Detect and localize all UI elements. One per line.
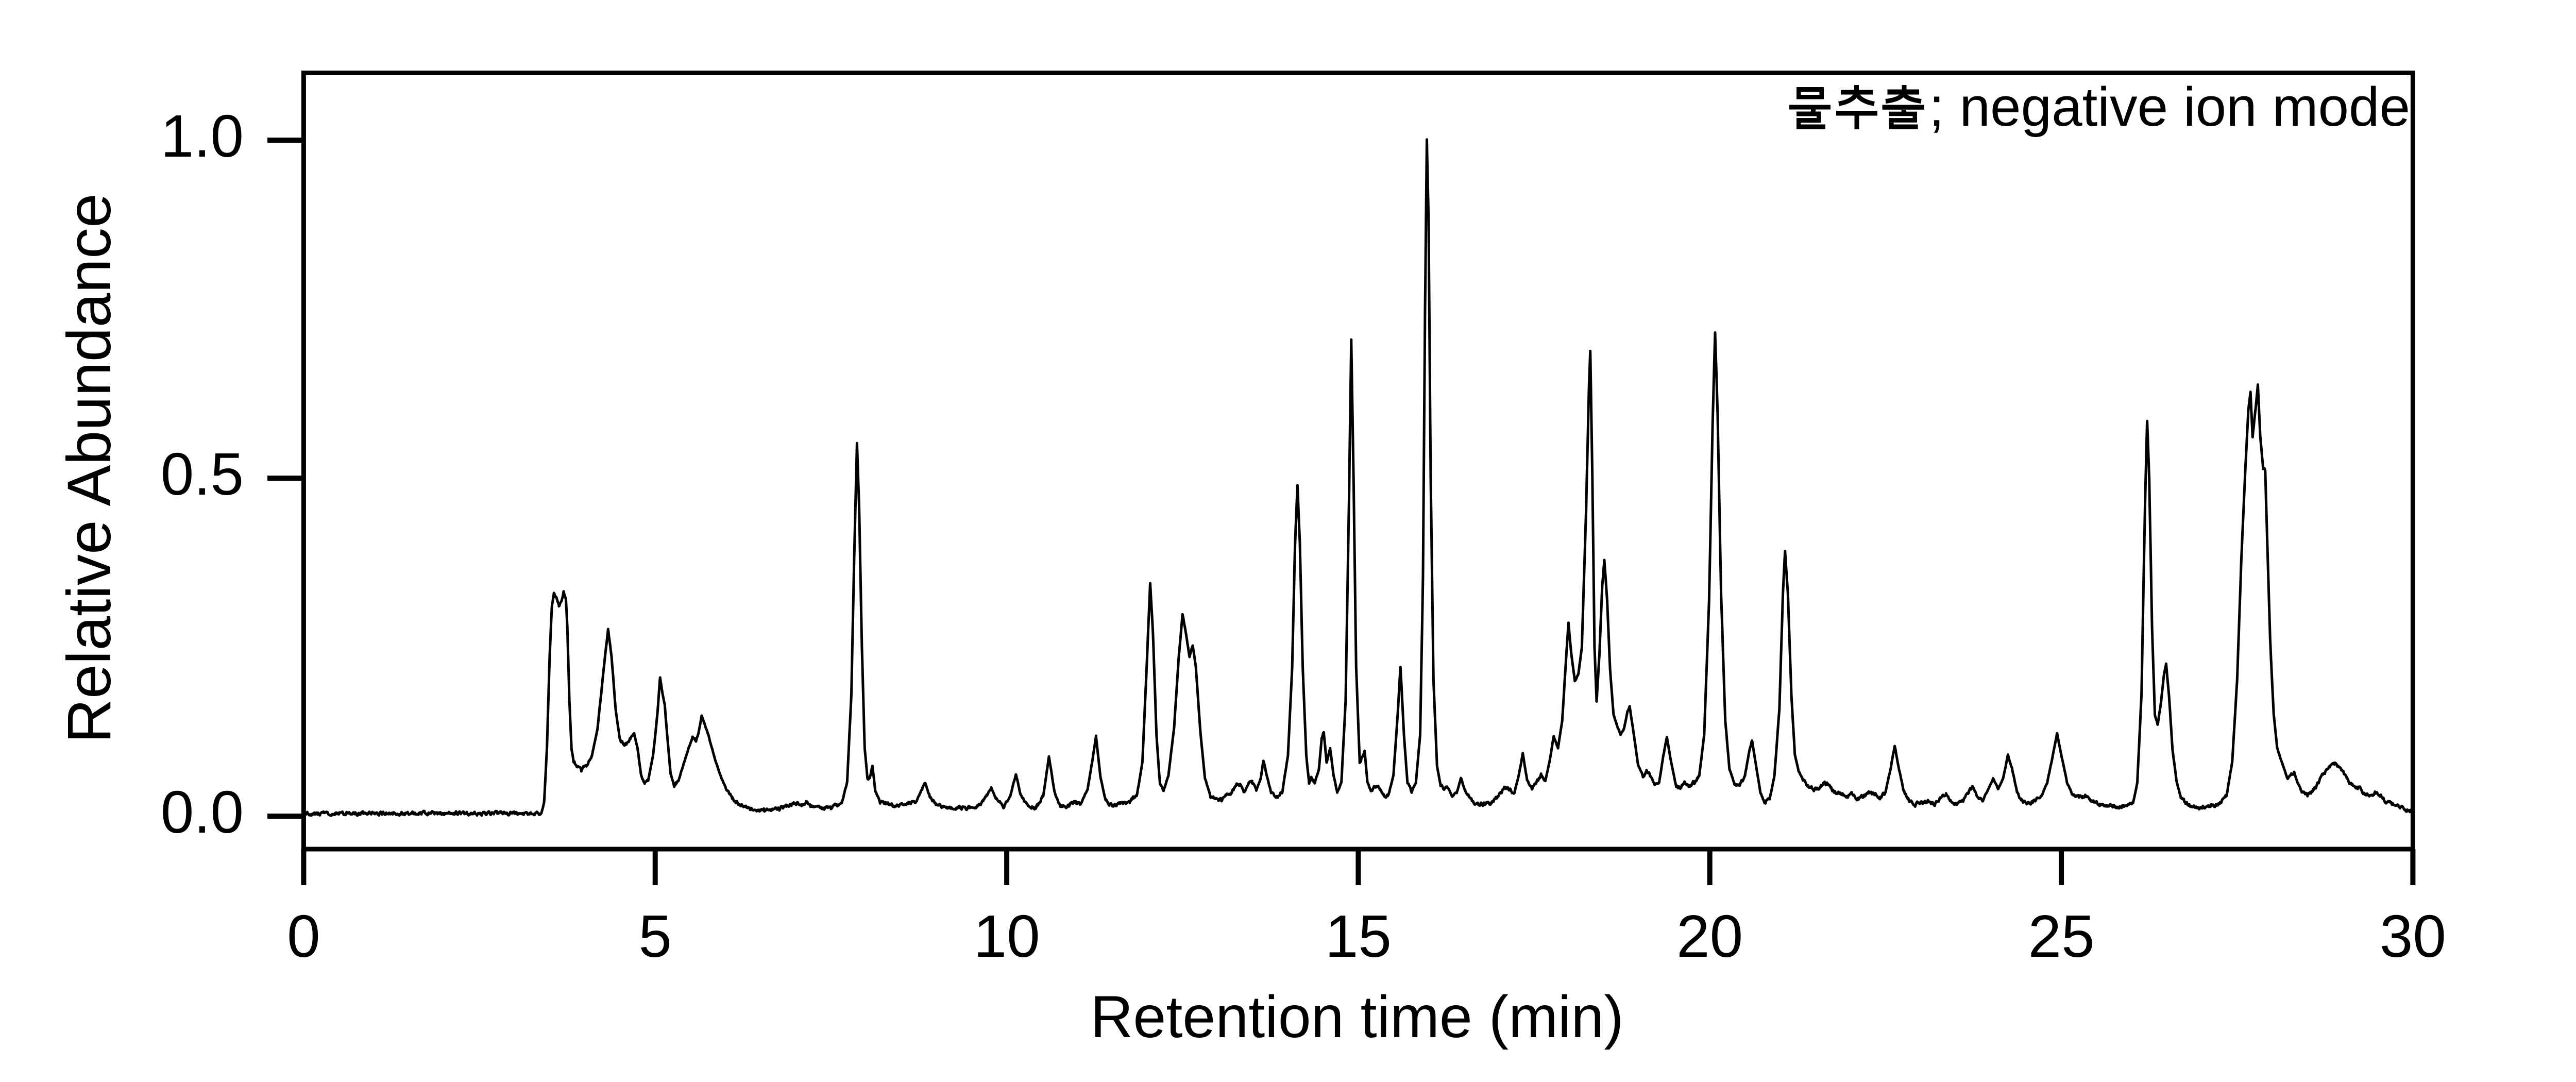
svg-text:1.0: 1.0 bbox=[161, 103, 244, 170]
svg-text:; negative ion mode: ; negative ion mode bbox=[1929, 76, 2410, 138]
svg-text:15: 15 bbox=[1325, 903, 1392, 970]
svg-text:Retention time (min): Retention time (min) bbox=[1090, 984, 1623, 1050]
svg-text:5: 5 bbox=[638, 903, 672, 970]
svg-text:30: 30 bbox=[2380, 903, 2446, 970]
svg-text:20: 20 bbox=[1676, 903, 1743, 970]
svg-text:0: 0 bbox=[287, 903, 320, 970]
svg-text:0.5: 0.5 bbox=[161, 441, 244, 508]
svg-text:Relative Abundance: Relative Abundance bbox=[55, 193, 124, 743]
svg-text:0.0: 0.0 bbox=[161, 779, 244, 846]
svg-text:10: 10 bbox=[974, 903, 1040, 970]
svg-text:25: 25 bbox=[2028, 903, 2095, 970]
